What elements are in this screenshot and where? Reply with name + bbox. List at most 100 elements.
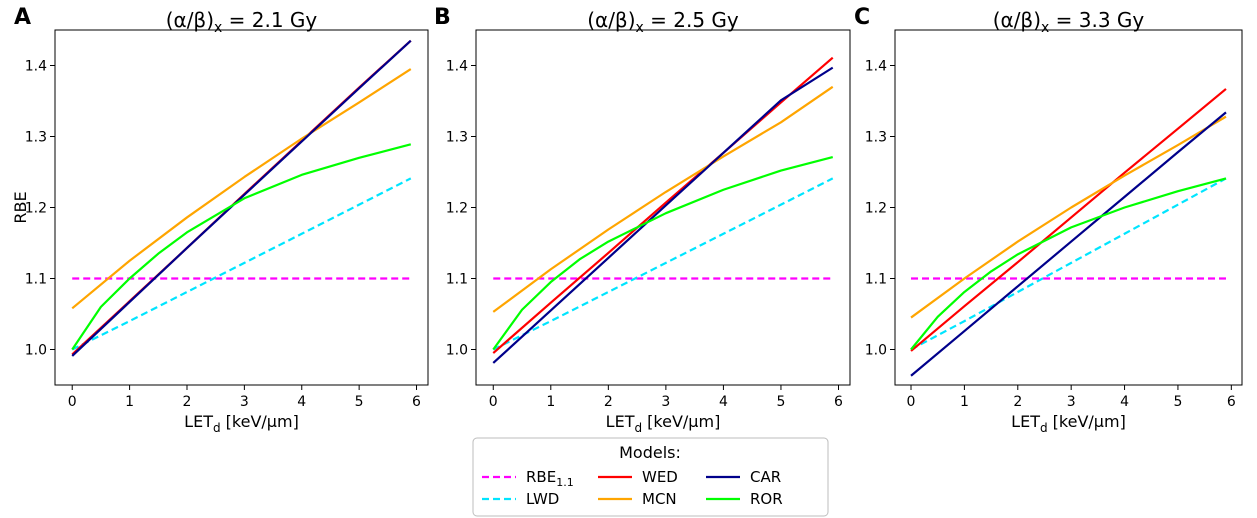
chart-title-subscript: x <box>214 20 222 36</box>
y-tick-label: 1.1 <box>446 272 468 288</box>
chart-title-value: = 2.1 Gy <box>222 8 317 32</box>
series-line-lwd <box>492 177 834 351</box>
series-line-mcn <box>71 68 412 310</box>
panel-letter: A <box>14 5 31 30</box>
x-tick-label: 6 <box>1227 394 1236 410</box>
x-tick-label: 1 <box>960 394 969 410</box>
series-line-mcn <box>492 85 834 313</box>
y-tick-label: 1.3 <box>25 130 47 146</box>
x-axis-label: LETd [keV/µm] <box>1011 412 1126 435</box>
series-line-lwd <box>910 177 1227 351</box>
x-axis-label-main: LET <box>184 412 213 431</box>
chart-title-prefix: (α/β) <box>993 8 1041 32</box>
y-tick-label: 1.2 <box>446 201 468 217</box>
chart-title-subscript: x <box>636 20 644 36</box>
y-tick-label: 1.3 <box>446 130 468 146</box>
x-axis-label-subscript: d <box>1040 421 1048 435</box>
legend-label: ROR <box>750 490 783 508</box>
x-tick-label: 4 <box>297 394 306 410</box>
legend-label: CAR <box>750 468 781 486</box>
chart-title-prefix: (α/β) <box>587 8 635 32</box>
x-tick-label: 0 <box>68 394 77 410</box>
legend-label: RBE1.1 <box>526 468 574 489</box>
panel-letter: B <box>434 5 451 30</box>
chart-title-value: = 2.5 Gy <box>644 8 739 32</box>
y-tick-label: 1.1 <box>25 272 47 288</box>
chart-title-subscript: x <box>1041 20 1049 36</box>
panel-letter: C <box>854 5 870 30</box>
x-axis-label-main: LET <box>1011 412 1040 431</box>
x-tick-label: 2 <box>1013 394 1022 410</box>
y-tick-label: 1.4 <box>25 59 47 75</box>
series-line-car <box>71 39 412 357</box>
legend-label: MCN <box>642 490 677 508</box>
panel-b: B (α/β)x = 2.5 Gy 0 1 2 3 4 5 6 1.0 1.1 1.2 1.3 1.4 LE… <box>434 5 851 435</box>
x-tick-label: 3 <box>661 394 670 410</box>
x-tick-label: 0 <box>489 394 498 410</box>
legend-title: Models: <box>619 443 681 462</box>
x-tick-label: 0 <box>907 394 916 410</box>
series-line-ror <box>910 177 1227 351</box>
legend-box <box>472 437 829 517</box>
series-line-wed <box>492 56 834 354</box>
series-line-ror <box>492 156 834 351</box>
x-axis-label: LETd [keV/µm] <box>184 412 299 435</box>
legend-label-main: WED <box>642 468 678 486</box>
legend-label: LWD <box>526 490 559 508</box>
x-tick-label: 2 <box>183 394 192 410</box>
x-tick-label: 3 <box>240 394 249 410</box>
chart-title-prefix: (α/β) <box>166 8 214 32</box>
x-axis-label-unit: [keV/µm] <box>1048 412 1126 431</box>
series-line-ror <box>71 143 412 351</box>
chart-title: (α/β)x = 2.1 Gy <box>166 8 318 36</box>
y-tick-label: 1.3 <box>865 130 887 146</box>
y-tick-label: 1.0 <box>25 343 47 359</box>
x-tick-label: 6 <box>412 394 421 410</box>
x-axis-label-subscript: d <box>213 421 221 435</box>
legend-label-subscript: 1.1 <box>556 476 574 489</box>
x-tick-label: 3 <box>1067 394 1076 410</box>
x-axis-label: LETd [keV/µm] <box>606 412 721 435</box>
y-axis-label: RBE <box>11 191 30 223</box>
x-axis-label-subscript: d <box>634 421 642 435</box>
legend-label: WED <box>642 468 678 486</box>
x-tick-label: 2 <box>604 394 613 410</box>
x-tick-label: 5 <box>776 394 785 410</box>
axes-frame <box>54 29 429 386</box>
x-tick-label: 5 <box>355 394 364 410</box>
series-line-mcn <box>910 115 1227 319</box>
x-tick-label: 1 <box>125 394 134 410</box>
y-tick-label: 1.1 <box>865 272 887 288</box>
legend-label-main: MCN <box>642 490 677 508</box>
x-tick-label: 6 <box>834 394 843 410</box>
legend-label-main: ROR <box>750 490 783 508</box>
chart-title-value: = 3.3 Gy <box>1049 8 1144 32</box>
y-tick-label: 1.4 <box>446 59 468 75</box>
x-axis-label-unit: [keV/µm] <box>642 412 720 431</box>
y-tick-label: 1.0 <box>446 343 468 359</box>
panel-c: C (α/β)x = 3.3 Gy 0 1 2 3 4 5 6 1.0 1.1 1.2 1.3 1.4 LE… <box>854 5 1243 435</box>
series-line-car <box>910 111 1227 377</box>
legend-label-main: LWD <box>526 490 559 508</box>
series-line-wed <box>910 88 1227 352</box>
y-tick-label: 1.2 <box>25 201 47 217</box>
series-line-lwd <box>71 177 412 351</box>
x-axis-label-unit: [keV/µm] <box>221 412 299 431</box>
x-tick-label: 4 <box>1120 394 1129 410</box>
series-line-car <box>492 66 834 364</box>
axes-frame <box>894 29 1243 386</box>
y-tick-label: 1.4 <box>865 59 887 75</box>
x-tick-label: 5 <box>1173 394 1182 410</box>
legend-label-main: CAR <box>750 468 781 486</box>
legend-label-main: RBE <box>526 468 556 486</box>
y-tick-label: 1.2 <box>865 201 887 217</box>
chart-title: (α/β)x = 3.3 Gy <box>993 8 1145 36</box>
panel-a: A (α/β)x = 2.1 Gy 0 1 2 3 4 5 6 1.0 1.1 1.2 1.3 1.4 LE… <box>11 5 429 435</box>
x-tick-label: 4 <box>719 394 728 410</box>
chart-title: (α/β)x = 2.5 Gy <box>587 8 739 36</box>
x-axis-label-main: LET <box>606 412 635 431</box>
y-tick-label: 1.0 <box>865 343 887 359</box>
x-tick-label: 1 <box>546 394 555 410</box>
